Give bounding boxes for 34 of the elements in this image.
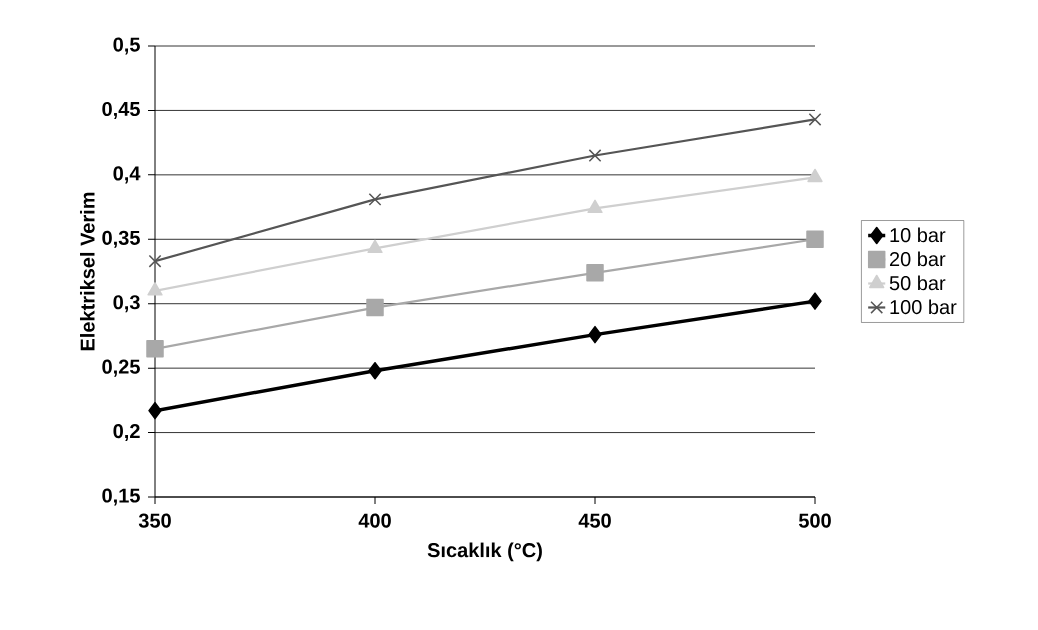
point bbox=[587, 199, 603, 214]
point bbox=[588, 325, 602, 344]
point bbox=[367, 239, 383, 254]
point bbox=[366, 298, 384, 317]
x-axis-title: Sıcaklık (°C) bbox=[427, 542, 542, 562]
y-tick-label: 0,2 bbox=[113, 424, 140, 442]
y-axis-title: Elektriksel Verim bbox=[79, 192, 95, 351]
point bbox=[147, 282, 163, 296]
legend-label: 20 bar bbox=[889, 251, 946, 267]
y-tick-label: 0,35 bbox=[102, 230, 140, 248]
point bbox=[368, 192, 382, 206]
point bbox=[148, 254, 162, 268]
y-tick-label: 0,45 bbox=[102, 101, 140, 119]
point bbox=[806, 230, 824, 249]
y-tick-label: 0,25 bbox=[102, 359, 140, 377]
legend-label: 10 bar bbox=[890, 227, 946, 243]
x-tick-label: 450 bbox=[578, 513, 611, 528]
x-tick-label: 400 bbox=[358, 513, 391, 528]
point bbox=[807, 168, 823, 183]
legend-label: 50 bar bbox=[889, 275, 946, 291]
y-tick-label: 0,15 bbox=[102, 488, 140, 506]
point bbox=[808, 292, 822, 310]
y-tick-label: 0,5 bbox=[113, 37, 140, 55]
point bbox=[148, 401, 162, 420]
y-tick-label: 0,4 bbox=[113, 166, 141, 184]
point bbox=[368, 361, 382, 380]
legend-label: 100 bar bbox=[890, 299, 957, 315]
x-tick-label: 500 bbox=[798, 513, 831, 528]
point bbox=[808, 113, 822, 126]
point bbox=[586, 264, 604, 282]
x-tick-label: 350 bbox=[138, 513, 171, 528]
point bbox=[588, 149, 602, 162]
point bbox=[146, 340, 164, 358]
y-tick-label: 0,3 bbox=[113, 295, 140, 313]
